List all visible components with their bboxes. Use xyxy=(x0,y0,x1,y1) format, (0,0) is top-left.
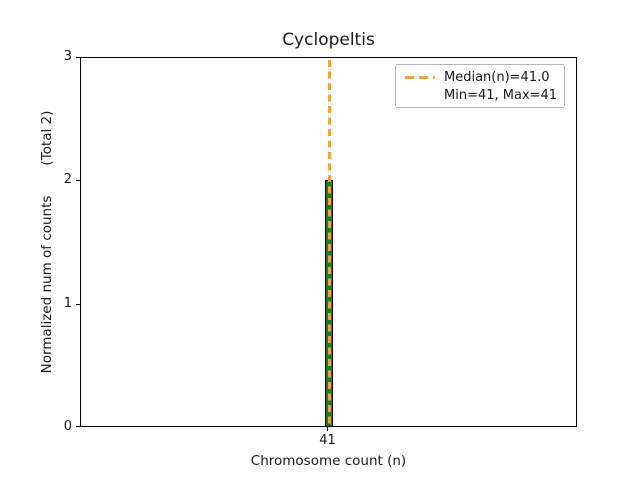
y-tick-label-3: 3 xyxy=(63,49,72,64)
median-dashed-line xyxy=(327,60,331,426)
legend-row-median: Median(n)=41.0 xyxy=(405,69,556,85)
x-tick-label-41: 41 xyxy=(319,433,336,448)
y-tick-mark-1 xyxy=(76,304,80,305)
legend-label-median: Median(n)=41.0 xyxy=(444,69,550,85)
y-tick-mark-0 xyxy=(76,426,80,427)
y-tick-mark-3 xyxy=(76,57,80,58)
legend-row-minmax: Min=41, Max=41 xyxy=(405,87,558,103)
y-tick-label-0: 0 xyxy=(63,419,72,434)
y-tick-label-2: 2 xyxy=(63,172,72,187)
y-axis-label-text: Normalized num of counts xyxy=(39,195,55,374)
y-axis-label: Normalized num of counts (Total 2) xyxy=(37,92,57,392)
empty-swatch xyxy=(405,94,435,97)
plot-area xyxy=(80,57,577,427)
legend: Median(n)=41.0 Min=41, Max=41 xyxy=(395,64,565,108)
x-tick-mark-41 xyxy=(327,427,328,431)
median-dashed-line-swatch xyxy=(405,75,435,79)
legend-label-minmax: Min=41, Max=41 xyxy=(444,87,558,103)
y-axis-label-annotation: (Total 2) xyxy=(39,110,55,166)
y-tick-label-1: 1 xyxy=(63,296,72,311)
x-axis-label: Chromosome count (n) xyxy=(250,453,407,469)
y-tick-mark-2 xyxy=(76,180,80,181)
chart-title: Cyclopeltis xyxy=(282,30,375,50)
